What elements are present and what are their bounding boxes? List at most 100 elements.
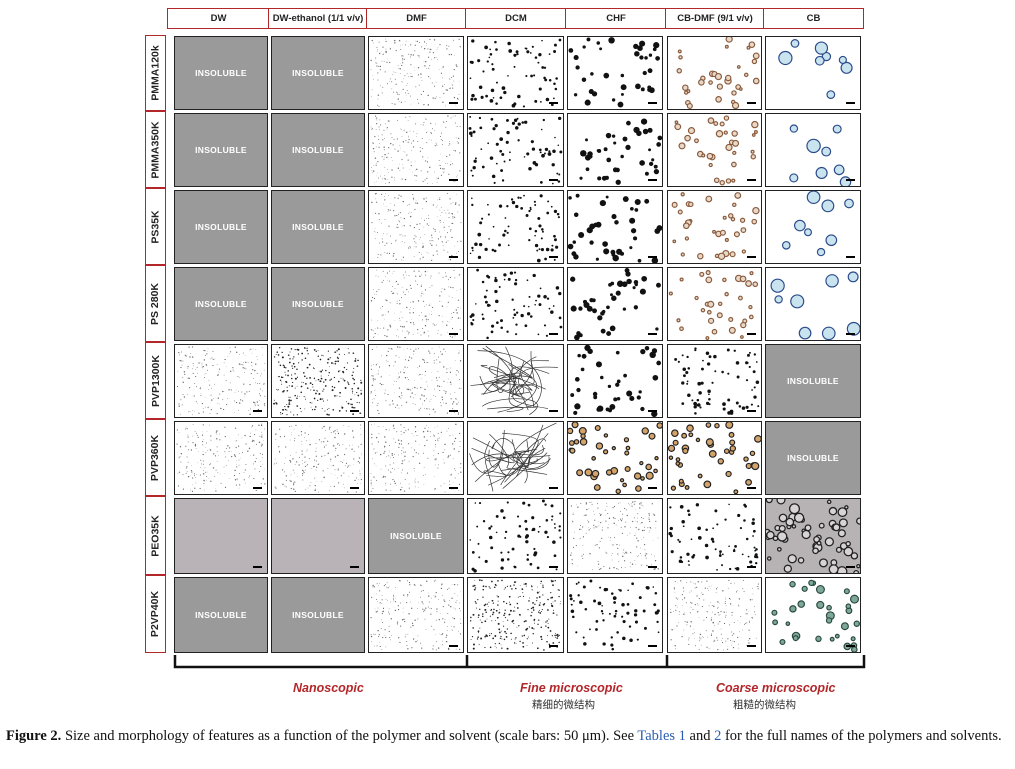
micrograph-cell bbox=[271, 344, 365, 418]
micrograph-image bbox=[371, 192, 462, 261]
micrograph-image bbox=[569, 579, 660, 651]
micrograph-cell: INSOLUBLE bbox=[174, 577, 268, 653]
insoluble-label: INSOLUBLE bbox=[292, 610, 344, 620]
micrograph-cell bbox=[368, 344, 464, 418]
scale-bar bbox=[253, 566, 262, 568]
micrograph-cell bbox=[667, 498, 762, 574]
category-nanoscopic: Nanoscopic bbox=[293, 681, 364, 695]
row-header-pmma120k: PMMA120k bbox=[145, 35, 166, 111]
scale-bar bbox=[846, 333, 855, 335]
micrograph-cell bbox=[467, 190, 564, 264]
micrograph-image bbox=[469, 499, 562, 573]
col-header-chf: CHF bbox=[565, 8, 667, 29]
insoluble-label: INSOLUBLE bbox=[787, 453, 839, 463]
micrograph-cell: INSOLUBLE bbox=[765, 344, 861, 418]
scale-bar bbox=[747, 333, 756, 335]
micrograph-cell: INSOLUBLE bbox=[174, 36, 268, 110]
micrograph-image bbox=[272, 499, 364, 573]
micrograph-image bbox=[176, 423, 266, 492]
figure-caption: Figure 2. Size and morphology of feature… bbox=[6, 727, 1011, 746]
scale-bar bbox=[747, 410, 756, 412]
micrograph-cell bbox=[368, 577, 464, 653]
category-coarse-microscopic: Coarse microscopic bbox=[716, 681, 836, 695]
insoluble-label: INSOLUBLE bbox=[292, 299, 344, 309]
scale-bar bbox=[449, 645, 458, 647]
micrograph-cell bbox=[467, 36, 564, 110]
row-header-ps280k: PS 280K bbox=[145, 265, 166, 342]
scale-bar bbox=[747, 566, 756, 568]
row-header-peo35k: PEO35K bbox=[145, 496, 166, 575]
scale-bar bbox=[449, 102, 458, 104]
micrograph-image bbox=[770, 271, 860, 340]
micrograph-image bbox=[469, 268, 563, 340]
micrograph-image bbox=[781, 191, 854, 257]
micrograph-image bbox=[668, 503, 759, 571]
scale-bar bbox=[648, 410, 657, 412]
micrograph-cell: INSOLUBLE bbox=[271, 190, 365, 264]
row-header-pvp1300k: PVP1300K bbox=[145, 342, 166, 419]
insoluble-label: INSOLUBLE bbox=[292, 145, 344, 155]
insoluble-label: INSOLUBLE bbox=[390, 531, 442, 541]
row-header-pmma350k: PMMA350K bbox=[145, 111, 166, 188]
micrograph-cell bbox=[765, 36, 861, 110]
micrograph-cell bbox=[765, 577, 861, 653]
caption-ref-table-1[interactable]: Tables 1 bbox=[637, 728, 686, 744]
micrograph-cell: INSOLUBLE bbox=[271, 113, 365, 187]
micrograph-image bbox=[273, 346, 363, 416]
col-header-dmf: DMF bbox=[366, 8, 467, 29]
micrograph-image bbox=[670, 579, 759, 651]
scale-bar bbox=[747, 487, 756, 489]
micrograph-image bbox=[370, 423, 462, 493]
micrograph-image bbox=[469, 422, 557, 492]
scale-bar bbox=[350, 487, 359, 489]
micrograph-cell: INSOLUBLE bbox=[271, 36, 365, 110]
micrograph-image bbox=[470, 345, 558, 415]
micrograph-image bbox=[274, 424, 363, 493]
micrograph-image bbox=[570, 345, 662, 417]
micrograph-cell bbox=[467, 577, 564, 653]
scale-bar bbox=[449, 410, 458, 412]
scale-bar bbox=[449, 333, 458, 335]
micrograph-cell: INSOLUBLE bbox=[174, 190, 268, 264]
caption-ref-table-2[interactable]: 2 bbox=[714, 728, 722, 744]
micrograph-image bbox=[676, 37, 760, 109]
micrograph-image bbox=[570, 500, 659, 571]
insoluble-label: INSOLUBLE bbox=[195, 610, 247, 620]
micrograph-cell bbox=[467, 267, 564, 341]
micrograph-cell bbox=[667, 190, 762, 264]
micrograph-image bbox=[370, 269, 462, 339]
micrograph-cell bbox=[567, 36, 663, 110]
micrograph-image bbox=[468, 115, 563, 185]
scale-bar bbox=[253, 487, 262, 489]
micrograph-cell bbox=[174, 498, 268, 574]
micrograph-image bbox=[766, 499, 860, 573]
micrograph-cell bbox=[567, 344, 663, 418]
insoluble-label: INSOLUBLE bbox=[195, 68, 247, 78]
scale-bar bbox=[747, 645, 756, 647]
scale-bar bbox=[648, 333, 657, 335]
micrograph-image bbox=[674, 115, 759, 186]
insoluble-label: INSOLUBLE bbox=[292, 222, 344, 232]
scale-bar bbox=[648, 566, 657, 568]
micrograph-image bbox=[668, 422, 761, 494]
micrograph-image bbox=[771, 579, 860, 652]
category-fine-subtitle: 精细的微结构 bbox=[532, 699, 595, 711]
micrograph-cell bbox=[467, 344, 564, 418]
scale-bar bbox=[747, 256, 756, 258]
micrograph-cell bbox=[765, 498, 861, 574]
scale-bar bbox=[846, 645, 855, 647]
micrograph-cell bbox=[667, 577, 762, 653]
micrograph-image bbox=[469, 194, 560, 263]
insoluble-label: INSOLUBLE bbox=[292, 68, 344, 78]
row-header-p2vp40k: P2VP40K bbox=[145, 575, 166, 653]
scale-bar bbox=[648, 645, 657, 647]
micrograph-cell bbox=[567, 267, 663, 341]
caption-text-1: Size and morphology of features as a fun… bbox=[61, 728, 638, 744]
micrograph-cell bbox=[667, 113, 762, 187]
scale-bar bbox=[449, 487, 458, 489]
caption-lead: Figure 2. bbox=[6, 728, 62, 744]
micrograph-image bbox=[778, 39, 853, 99]
col-header-dw: DW bbox=[167, 8, 270, 29]
micrograph-image bbox=[175, 499, 267, 573]
micrograph-cell bbox=[667, 344, 762, 418]
